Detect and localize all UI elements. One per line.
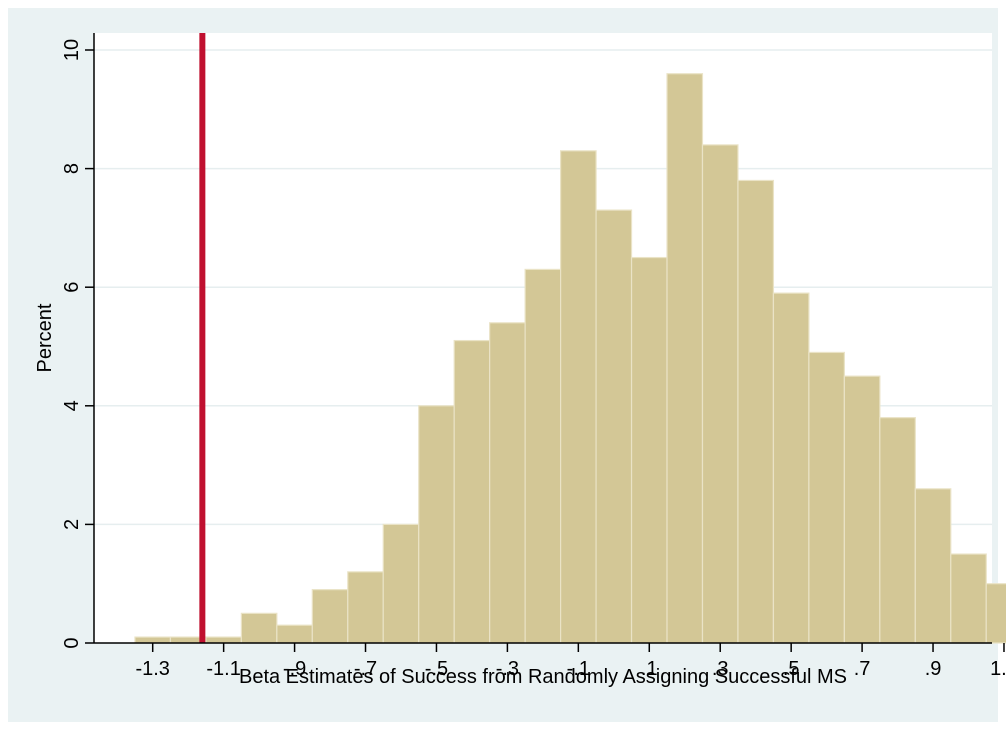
histogram-bar [737, 179, 775, 644]
histogram-bar [914, 488, 952, 644]
x-tick-label: .1 [641, 658, 658, 680]
histogram-bar [347, 571, 384, 644]
histogram-bar [666, 73, 704, 644]
x-tick-label: -.9 [283, 658, 306, 680]
histogram-bar [843, 375, 881, 644]
x-tick-label: -1.3 [135, 658, 169, 680]
y-tick-label: 10 [61, 39, 83, 61]
histogram-bar [489, 322, 526, 644]
x-tick-label: .7 [854, 658, 871, 680]
y-tick-label: 4 [61, 400, 83, 411]
histogram-bar [382, 523, 420, 644]
x-tick-label: -.5 [425, 658, 448, 680]
x-tick-label: .9 [925, 658, 942, 680]
histogram-bar [418, 405, 455, 644]
histogram-bar [879, 417, 916, 644]
histogram-bar [240, 612, 278, 644]
histogram-bar [772, 292, 810, 644]
y-tick-label: 8 [61, 163, 83, 174]
histogram-bar [453, 339, 491, 644]
x-axis-title: Beta Estimates of Success from Randomly … [239, 666, 847, 688]
x-tick-label: -1.1 [206, 658, 240, 680]
x-tick-label: .3 [712, 658, 729, 680]
histogram-bar [276, 624, 313, 644]
x-tick-label: 1.1 [990, 658, 1006, 680]
histogram-bar [311, 589, 349, 644]
histogram-bar [701, 144, 739, 644]
histogram-bar [630, 256, 668, 644]
histogram-bar [808, 351, 845, 644]
histogram-bar [950, 553, 987, 644]
histogram-bar [205, 636, 242, 644]
x-tick-label: -.3 [496, 658, 519, 680]
histogram-bar [560, 150, 597, 644]
histogram-bar [134, 636, 172, 644]
y-tick-label: 0 [61, 637, 83, 648]
y-axis-title: Percent [34, 303, 56, 372]
x-tick-label: .5 [783, 658, 800, 680]
histogram-bar [985, 583, 1006, 644]
x-tick-label: -.1 [567, 658, 590, 680]
x-tick-label: -.7 [354, 658, 377, 680]
y-tick-label: 6 [61, 282, 83, 293]
y-tick-label: 2 [61, 519, 83, 530]
histogram-bar [595, 209, 633, 644]
histogram-bar [524, 268, 562, 644]
